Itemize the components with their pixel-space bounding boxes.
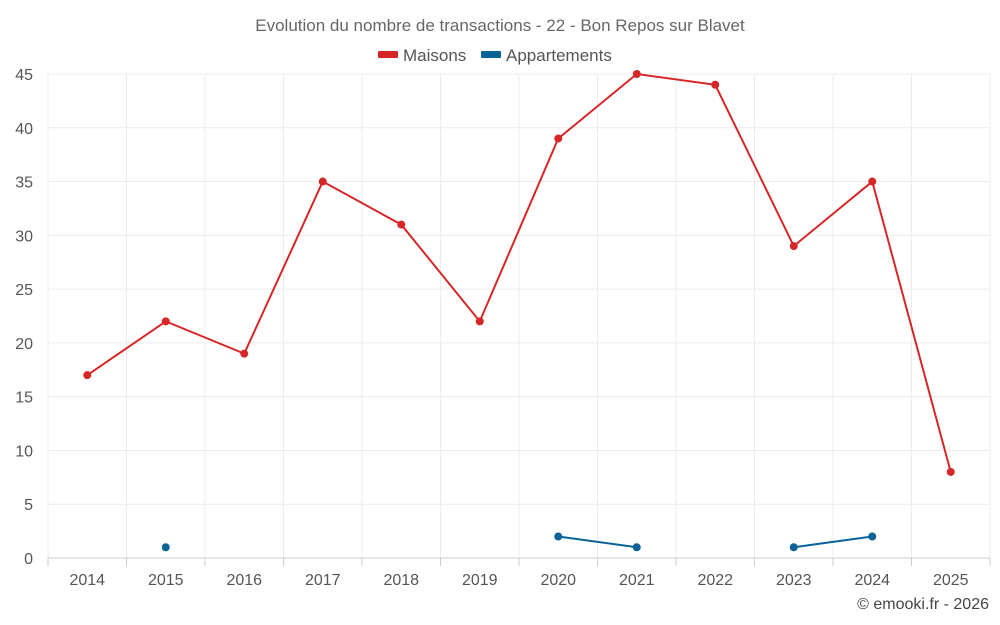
x-tick-label: 2022 — [697, 572, 733, 589]
x-tick-label: 2024 — [854, 572, 890, 589]
x-tick-label: 2018 — [383, 572, 419, 589]
data-point-maisons-2015[interactable] — [161, 317, 170, 326]
y-tick-label: 25 — [15, 282, 33, 299]
y-tick-label: 45 — [15, 67, 33, 84]
data-point-appartements-2015[interactable] — [161, 543, 170, 552]
legend-swatch-maisons — [378, 51, 398, 58]
x-tick-label: 2017 — [305, 572, 341, 589]
data-point-maisons-2017[interactable] — [318, 177, 327, 186]
y-tick-label: 10 — [15, 443, 33, 460]
x-tick-label: 2023 — [776, 572, 812, 589]
data-point-maisons-2014[interactable] — [83, 371, 92, 380]
series-line-appartements — [793, 535, 873, 549]
series — [83, 70, 955, 552]
y-tick-label: 0 — [24, 551, 33, 568]
data-point-maisons-2016[interactable] — [240, 349, 249, 358]
series-line-maisons — [86, 72, 952, 473]
y-tick-label: 5 — [24, 497, 33, 514]
x-tick-label: 2014 — [69, 572, 105, 589]
legend-swatch-appartements — [481, 51, 501, 58]
x-tick-label: 2019 — [462, 572, 498, 589]
chart-title: Evolution du nombre de transactions - 22… — [255, 16, 745, 35]
y-tick-label: 30 — [15, 228, 33, 245]
data-point-maisons-2020[interactable] — [554, 134, 563, 143]
data-point-maisons-2018[interactable] — [397, 220, 406, 229]
y-tick-label: 40 — [15, 121, 33, 138]
legend-label-maisons[interactable]: Maisons — [403, 46, 466, 65]
data-point-appartements-2023[interactable] — [789, 543, 798, 552]
data-point-maisons-2023[interactable] — [789, 242, 798, 251]
legend: Maisons Appartements — [378, 46, 612, 65]
grid — [47, 73, 991, 559]
series-appartements — [161, 532, 877, 552]
x-tick-label: 2020 — [540, 572, 576, 589]
data-point-maisons-2021[interactable] — [632, 70, 641, 78]
data-point-appartements-2024[interactable] — [868, 532, 877, 541]
series-maisons — [83, 70, 955, 476]
data-point-maisons-2025[interactable] — [946, 467, 955, 476]
x-tick-label: 2016 — [226, 572, 262, 589]
data-point-maisons-2024[interactable] — [868, 177, 877, 186]
y-tick-label: 35 — [15, 175, 33, 192]
data-point-maisons-2022[interactable] — [711, 80, 720, 89]
data-point-appartements-2021[interactable] — [632, 543, 641, 552]
credit-text: © emooki.fr - 2026 — [857, 596, 989, 613]
y-tick-label: 15 — [15, 390, 33, 407]
x-tick-label: 2015 — [148, 572, 184, 589]
series-line-appartements — [558, 535, 637, 549]
data-point-maisons-2019[interactable] — [475, 317, 484, 326]
data-point-appartements-2020[interactable] — [554, 532, 563, 541]
legend-label-appartements[interactable]: Appartements — [506, 46, 612, 65]
y-tick-label: 20 — [15, 336, 33, 353]
x-tick-label: 2025 — [933, 572, 969, 589]
x-tick-label: 2021 — [619, 572, 655, 589]
